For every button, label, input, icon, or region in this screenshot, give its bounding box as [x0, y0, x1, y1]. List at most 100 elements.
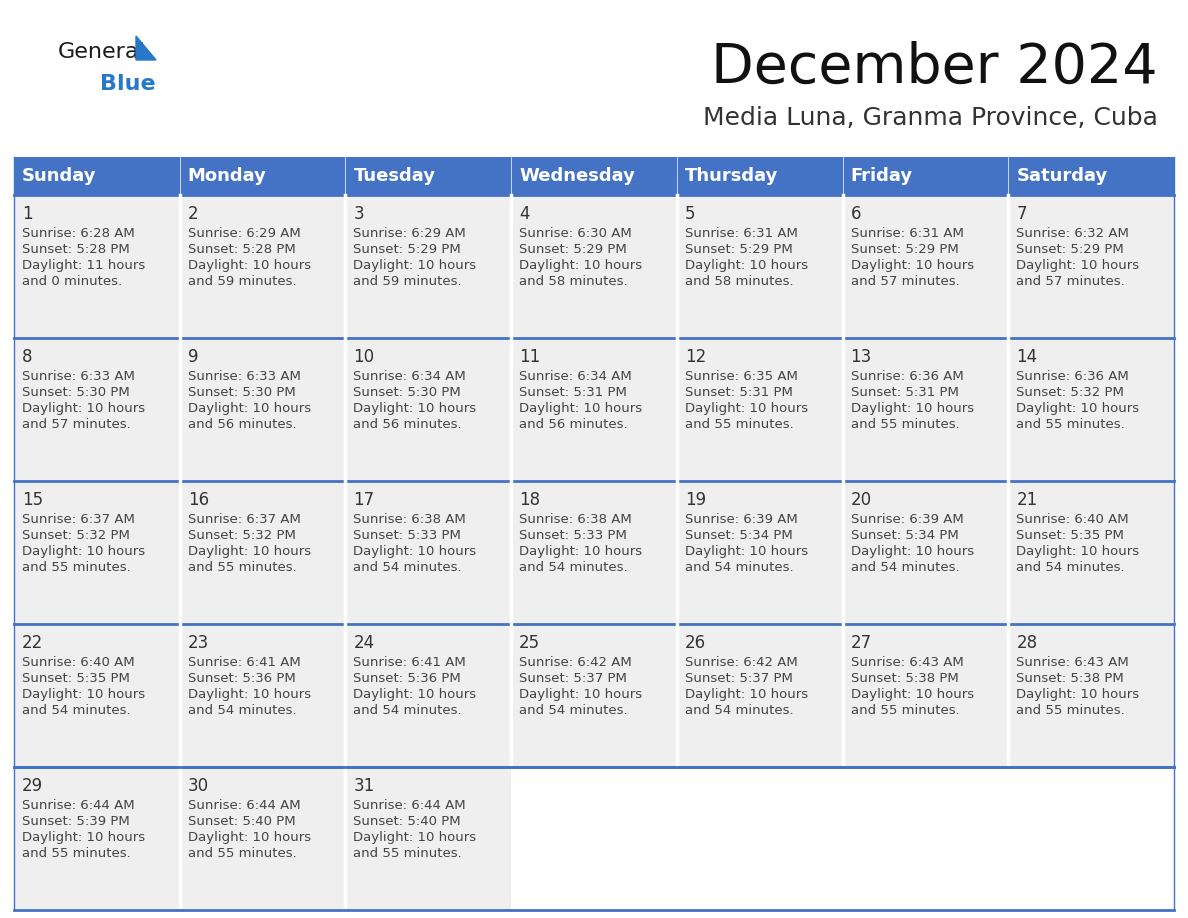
Text: Sunset: 5:35 PM: Sunset: 5:35 PM [23, 672, 129, 685]
Text: Sunrise: 6:33 AM: Sunrise: 6:33 AM [188, 370, 301, 383]
Text: Blue: Blue [100, 74, 156, 94]
Bar [842, 624, 1009, 767]
Text: 26: 26 [684, 634, 706, 652]
Bar [179, 338, 346, 481]
Text: Sunrise: 6:41 AM: Sunrise: 6:41 AM [188, 656, 301, 669]
Text: Daylight: 10 hours: Daylight: 10 hours [23, 402, 145, 415]
Bar [511, 338, 677, 481]
Bar [1009, 624, 1174, 767]
Text: Sunrise: 6:43 AM: Sunrise: 6:43 AM [1016, 656, 1129, 669]
Bar [179, 195, 346, 338]
Text: Sunrise: 6:31 AM: Sunrise: 6:31 AM [851, 227, 963, 240]
Text: Daylight: 10 hours: Daylight: 10 hours [353, 402, 476, 415]
Text: Sunset: 5:32 PM: Sunset: 5:32 PM [188, 529, 296, 542]
Text: and 56 minutes.: and 56 minutes. [519, 418, 627, 431]
Text: and 54 minutes.: and 54 minutes. [353, 561, 462, 574]
Text: Sunset: 5:28 PM: Sunset: 5:28 PM [188, 243, 296, 256]
Text: 18: 18 [519, 491, 541, 509]
Text: Daylight: 10 hours: Daylight: 10 hours [188, 545, 311, 558]
Bar [677, 195, 842, 338]
Text: Sunset: 5:40 PM: Sunset: 5:40 PM [353, 815, 461, 828]
Bar [511, 195, 677, 338]
Text: Sunset: 5:37 PM: Sunset: 5:37 PM [519, 672, 627, 685]
Bar [14, 157, 179, 195]
Bar [842, 338, 1009, 481]
Bar [179, 481, 346, 624]
Text: and 57 minutes.: and 57 minutes. [1016, 275, 1125, 288]
Text: Daylight: 10 hours: Daylight: 10 hours [1016, 402, 1139, 415]
Text: 15: 15 [23, 491, 43, 509]
Bar [346, 624, 511, 767]
Text: Sunrise: 6:44 AM: Sunrise: 6:44 AM [353, 799, 466, 812]
Text: and 55 minutes.: and 55 minutes. [188, 847, 297, 860]
Text: Sunrise: 6:41 AM: Sunrise: 6:41 AM [353, 656, 466, 669]
Text: December 2024: December 2024 [712, 41, 1158, 95]
Text: Daylight: 10 hours: Daylight: 10 hours [519, 688, 643, 701]
Bar [1009, 338, 1174, 481]
Text: 31: 31 [353, 777, 374, 795]
Text: Sunrise: 6:28 AM: Sunrise: 6:28 AM [23, 227, 134, 240]
Text: Monday: Monday [188, 167, 266, 185]
Text: Sunrise: 6:34 AM: Sunrise: 6:34 AM [519, 370, 632, 383]
Text: Sunrise: 6:40 AM: Sunrise: 6:40 AM [23, 656, 134, 669]
Text: Daylight: 10 hours: Daylight: 10 hours [519, 259, 643, 272]
Text: Sunset: 5:34 PM: Sunset: 5:34 PM [684, 529, 792, 542]
Text: Sunrise: 6:30 AM: Sunrise: 6:30 AM [519, 227, 632, 240]
Text: Sunrise: 6:40 AM: Sunrise: 6:40 AM [1016, 513, 1129, 526]
Bar [511, 157, 677, 195]
Text: Sunrise: 6:37 AM: Sunrise: 6:37 AM [23, 513, 135, 526]
Text: Sunset: 5:30 PM: Sunset: 5:30 PM [23, 386, 129, 399]
Text: 17: 17 [353, 491, 374, 509]
Text: 11: 11 [519, 348, 541, 366]
Bar [842, 157, 1009, 195]
Text: 5: 5 [684, 205, 695, 223]
Text: Daylight: 10 hours: Daylight: 10 hours [188, 402, 311, 415]
Text: 12: 12 [684, 348, 706, 366]
Text: Sunset: 5:34 PM: Sunset: 5:34 PM [851, 529, 959, 542]
Bar [14, 624, 179, 767]
Text: Sunrise: 6:32 AM: Sunrise: 6:32 AM [1016, 227, 1129, 240]
Text: Sunrise: 6:31 AM: Sunrise: 6:31 AM [684, 227, 797, 240]
Text: Saturday: Saturday [1016, 167, 1107, 185]
Text: and 56 minutes.: and 56 minutes. [188, 418, 296, 431]
Bar [14, 767, 179, 910]
Text: and 58 minutes.: and 58 minutes. [519, 275, 627, 288]
Text: Daylight: 10 hours: Daylight: 10 hours [519, 402, 643, 415]
Text: Sunset: 5:32 PM: Sunset: 5:32 PM [23, 529, 129, 542]
Text: and 54 minutes.: and 54 minutes. [519, 561, 627, 574]
Text: Daylight: 10 hours: Daylight: 10 hours [519, 545, 643, 558]
Text: and 55 minutes.: and 55 minutes. [188, 561, 297, 574]
Text: and 54 minutes.: and 54 minutes. [684, 704, 794, 717]
Text: and 58 minutes.: and 58 minutes. [684, 275, 794, 288]
Text: and 54 minutes.: and 54 minutes. [519, 704, 627, 717]
Bar [842, 481, 1009, 624]
Text: 3: 3 [353, 205, 364, 223]
Text: and 55 minutes.: and 55 minutes. [684, 418, 794, 431]
Text: and 55 minutes.: and 55 minutes. [851, 418, 960, 431]
Text: 6: 6 [851, 205, 861, 223]
Text: 2: 2 [188, 205, 198, 223]
Text: Daylight: 10 hours: Daylight: 10 hours [684, 545, 808, 558]
Text: Sunrise: 6:44 AM: Sunrise: 6:44 AM [188, 799, 301, 812]
Text: Sunrise: 6:33 AM: Sunrise: 6:33 AM [23, 370, 135, 383]
Text: Sunset: 5:38 PM: Sunset: 5:38 PM [851, 672, 959, 685]
Bar [179, 157, 346, 195]
Text: and 59 minutes.: and 59 minutes. [188, 275, 296, 288]
Bar [346, 481, 511, 624]
Text: Sunset: 5:29 PM: Sunset: 5:29 PM [684, 243, 792, 256]
Text: and 57 minutes.: and 57 minutes. [23, 418, 131, 431]
Text: Sunrise: 6:39 AM: Sunrise: 6:39 AM [684, 513, 797, 526]
Text: Wednesday: Wednesday [519, 167, 636, 185]
Polygon shape [135, 36, 156, 60]
Text: Sunrise: 6:42 AM: Sunrise: 6:42 AM [519, 656, 632, 669]
Text: 8: 8 [23, 348, 32, 366]
Text: Daylight: 10 hours: Daylight: 10 hours [1016, 688, 1139, 701]
Bar [179, 624, 346, 767]
Text: Daylight: 11 hours: Daylight: 11 hours [23, 259, 145, 272]
Text: 1: 1 [23, 205, 32, 223]
Text: 16: 16 [188, 491, 209, 509]
Text: 7: 7 [1016, 205, 1026, 223]
Text: 28: 28 [1016, 634, 1037, 652]
Bar [511, 481, 677, 624]
Text: Sunset: 5:29 PM: Sunset: 5:29 PM [519, 243, 627, 256]
